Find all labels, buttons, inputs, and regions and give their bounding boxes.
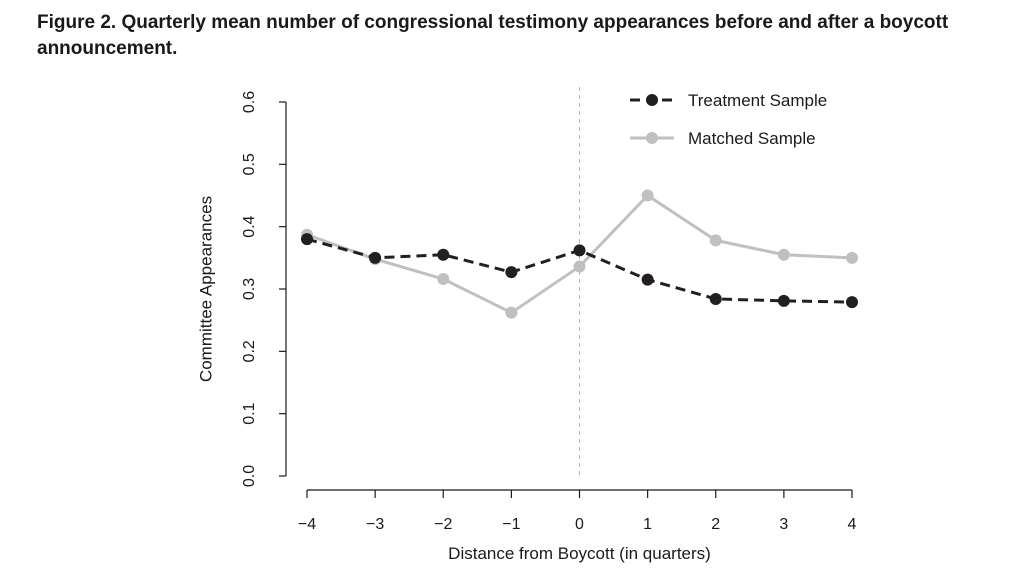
data-point xyxy=(846,296,858,309)
x-tick-label: 2 xyxy=(711,516,720,533)
data-point xyxy=(437,273,450,286)
x-tick-label: −2 xyxy=(434,516,452,533)
series-treatment-sample xyxy=(301,233,858,309)
data-point xyxy=(641,189,654,202)
legend-label: Treatment Sample xyxy=(688,91,827,110)
data-point xyxy=(709,234,722,247)
x-tick-label: 3 xyxy=(779,516,788,533)
y-tick-label: 0.5 xyxy=(241,153,258,175)
x-tick-label: 1 xyxy=(643,516,652,533)
x-tick-label: −1 xyxy=(502,516,520,533)
y-axis: 0.0 0.1 0.2 0.3 0.4 0.5 0.6 xyxy=(241,91,287,487)
x-axis: −4 −3 −2 −1 0 1 2 3 4 xyxy=(298,489,857,533)
data-point xyxy=(777,248,790,261)
data-point xyxy=(505,306,518,319)
y-tick-label: 0.1 xyxy=(241,402,258,424)
data-point xyxy=(573,260,586,273)
legend: Treatment Sample Matched Sample xyxy=(630,91,827,148)
data-point xyxy=(846,251,858,264)
data-point xyxy=(437,248,450,261)
figure-title: Figure 2. Quarterly mean number of congr… xyxy=(37,12,949,59)
x-tick-label: 4 xyxy=(848,516,857,533)
data-point xyxy=(505,266,518,279)
y-tick-label: 0.4 xyxy=(241,215,258,237)
y-axis-title: Committee Appearances xyxy=(196,196,215,382)
data-point xyxy=(573,244,586,257)
y-tick-label: 0.6 xyxy=(241,91,258,113)
y-tick-label: 0.3 xyxy=(241,278,258,300)
data-point xyxy=(369,251,382,264)
data-point xyxy=(709,292,722,305)
x-tick-label: −3 xyxy=(366,516,384,533)
legend-swatch-marker xyxy=(646,132,658,144)
legend-label: Matched Sample xyxy=(688,129,816,148)
y-tick-label: 0.2 xyxy=(241,340,258,362)
series-layer xyxy=(301,189,858,319)
legend-swatch-marker xyxy=(646,94,658,106)
y-tick-label: 0.0 xyxy=(241,465,258,487)
data-point xyxy=(777,294,790,307)
x-tick-label: 0 xyxy=(575,516,584,533)
data-point xyxy=(301,233,313,246)
x-tick-label: −4 xyxy=(298,516,316,533)
x-axis-title: Distance from Boycott (in quarters) xyxy=(448,544,711,563)
data-point xyxy=(641,273,654,286)
